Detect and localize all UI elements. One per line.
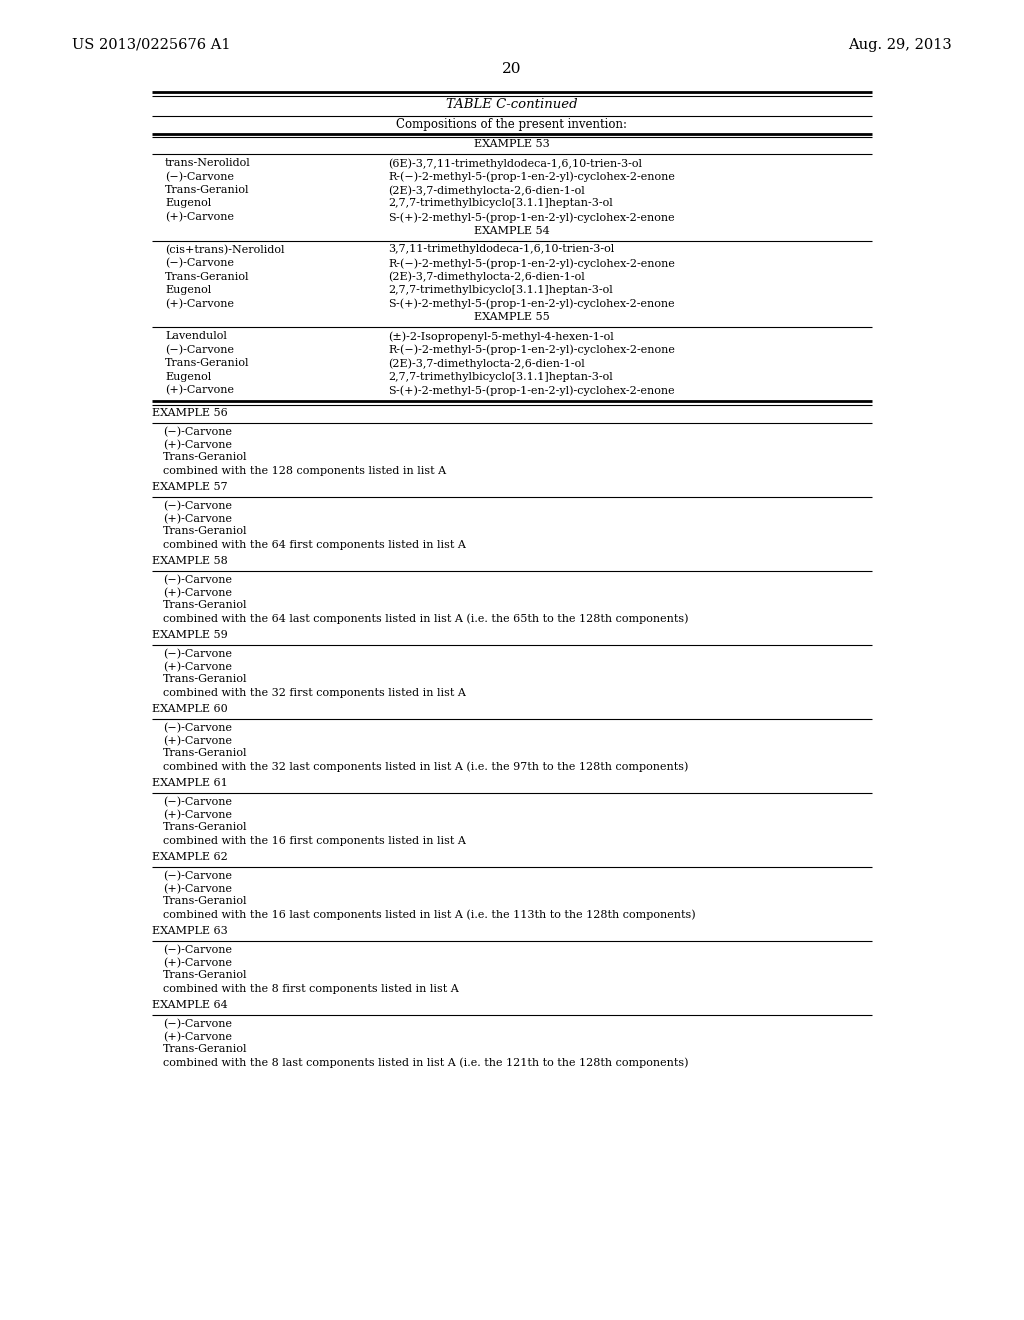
Text: R-(−)-2-methyl-5-(prop-1-en-2-yl)-cyclohex-2-enone: R-(−)-2-methyl-5-(prop-1-en-2-yl)-cycloh… xyxy=(388,345,675,355)
Text: (−)-Carvone: (−)-Carvone xyxy=(163,574,232,585)
Text: EXAMPLE 57: EXAMPLE 57 xyxy=(152,483,227,492)
Text: (+)-Carvone: (+)-Carvone xyxy=(163,587,232,598)
Text: Eugenol: Eugenol xyxy=(165,371,211,381)
Text: EXAMPLE 62: EXAMPLE 62 xyxy=(152,853,227,862)
Text: (2E)-3,7-dimethylocta-2,6-dien-1-ol: (2E)-3,7-dimethylocta-2,6-dien-1-ol xyxy=(388,185,585,195)
Text: EXAMPLE 53: EXAMPLE 53 xyxy=(474,139,550,149)
Text: 3,7,11-trimethyldodeca-1,6,10-trien-3-ol: 3,7,11-trimethyldodeca-1,6,10-trien-3-ol xyxy=(388,244,614,255)
Text: 2,7,7-trimethylbicyclo[3.1.1]heptan-3-ol: 2,7,7-trimethylbicyclo[3.1.1]heptan-3-ol xyxy=(388,371,612,381)
Text: Trans-Geraniol: Trans-Geraniol xyxy=(165,358,250,368)
Text: Trans-Geraniol: Trans-Geraniol xyxy=(163,1044,248,1055)
Text: EXAMPLE 58: EXAMPLE 58 xyxy=(152,557,227,566)
Text: (−)-Carvone: (−)-Carvone xyxy=(163,722,232,733)
Text: (−)-Carvone: (−)-Carvone xyxy=(165,172,234,182)
Text: R-(−)-2-methyl-5-(prop-1-en-2-yl)-cyclohex-2-enone: R-(−)-2-methyl-5-(prop-1-en-2-yl)-cycloh… xyxy=(388,172,675,182)
Text: (+)-Carvone: (+)-Carvone xyxy=(163,735,232,746)
Text: Lavendulol: Lavendulol xyxy=(165,331,227,341)
Text: Trans-Geraniol: Trans-Geraniol xyxy=(163,748,248,759)
Text: (+)-Carvone: (+)-Carvone xyxy=(165,385,234,395)
Text: Trans-Geraniol: Trans-Geraniol xyxy=(163,970,248,981)
Text: combined with the 16 last components listed in list A (i.e. the 113th to the 128: combined with the 16 last components lis… xyxy=(163,909,695,920)
Text: combined with the 32 first components listed in list A: combined with the 32 first components li… xyxy=(163,688,466,697)
Text: Trans-Geraniol: Trans-Geraniol xyxy=(163,527,248,536)
Text: combined with the 8 last components listed in list A (i.e. the 121th to the 128t: combined with the 8 last components list… xyxy=(163,1057,688,1068)
Text: 2,7,7-trimethylbicyclo[3.1.1]heptan-3-ol: 2,7,7-trimethylbicyclo[3.1.1]heptan-3-ol xyxy=(388,198,612,209)
Text: EXAMPLE 61: EXAMPLE 61 xyxy=(152,779,227,788)
Text: (−)-Carvone: (−)-Carvone xyxy=(163,870,232,880)
Text: S-(+)-2-methyl-5-(prop-1-en-2-yl)-cyclohex-2-enone: S-(+)-2-methyl-5-(prop-1-en-2-yl)-cycloh… xyxy=(388,298,675,309)
Text: combined with the 64 first components listed in list A: combined with the 64 first components li… xyxy=(163,540,466,549)
Text: Trans-Geraniol: Trans-Geraniol xyxy=(165,272,250,281)
Text: (−)-Carvone: (−)-Carvone xyxy=(163,796,232,807)
Text: Trans-Geraniol: Trans-Geraniol xyxy=(163,822,248,833)
Text: (−)-Carvone: (−)-Carvone xyxy=(165,257,234,268)
Text: combined with the 16 first components listed in list A: combined with the 16 first components li… xyxy=(163,836,466,846)
Text: (+)-Carvone: (+)-Carvone xyxy=(165,298,234,309)
Text: Trans-Geraniol: Trans-Geraniol xyxy=(165,185,250,195)
Text: EXAMPLE 64: EXAMPLE 64 xyxy=(152,1001,227,1011)
Text: combined with the 32 last components listed in list A (i.e. the 97th to the 128t: combined with the 32 last components lis… xyxy=(163,762,688,772)
Text: combined with the 64 last components listed in list A (i.e. the 65th to the 128t: combined with the 64 last components lis… xyxy=(163,614,688,624)
Text: (+)-Carvone: (+)-Carvone xyxy=(163,440,232,450)
Text: EXAMPLE 60: EXAMPLE 60 xyxy=(152,705,227,714)
Text: S-(+)-2-methyl-5-(prop-1-en-2-yl)-cyclohex-2-enone: S-(+)-2-methyl-5-(prop-1-en-2-yl)-cycloh… xyxy=(388,213,675,223)
Text: EXAMPLE 63: EXAMPLE 63 xyxy=(152,927,227,936)
Text: Eugenol: Eugenol xyxy=(165,285,211,294)
Text: (−)-Carvone: (−)-Carvone xyxy=(163,500,232,511)
Text: (±)-2-Isopropenyl-5-methyl-4-hexen-1-ol: (±)-2-Isopropenyl-5-methyl-4-hexen-1-ol xyxy=(388,331,613,342)
Text: (+)-Carvone: (+)-Carvone xyxy=(163,957,232,968)
Text: Trans-Geraniol: Trans-Geraniol xyxy=(163,896,248,907)
Text: EXAMPLE 55: EXAMPLE 55 xyxy=(474,312,550,322)
Text: (−)-Carvone: (−)-Carvone xyxy=(163,648,232,659)
Text: combined with the 128 components listed in list A: combined with the 128 components listed … xyxy=(163,466,446,475)
Text: trans-Nerolidol: trans-Nerolidol xyxy=(165,158,251,168)
Text: (cis+trans)-Nerolidol: (cis+trans)-Nerolidol xyxy=(165,244,285,255)
Text: EXAMPLE 54: EXAMPLE 54 xyxy=(474,226,550,235)
Text: (2E)-3,7-dimethylocta-2,6-dien-1-ol: (2E)-3,7-dimethylocta-2,6-dien-1-ol xyxy=(388,272,585,282)
Text: (+)-Carvone: (+)-Carvone xyxy=(163,1031,232,1041)
Text: Trans-Geraniol: Trans-Geraniol xyxy=(163,453,248,462)
Text: (−)-Carvone: (−)-Carvone xyxy=(165,345,234,355)
Text: 2,7,7-trimethylbicyclo[3.1.1]heptan-3-ol: 2,7,7-trimethylbicyclo[3.1.1]heptan-3-ol xyxy=(388,285,612,294)
Text: EXAMPLE 56: EXAMPLE 56 xyxy=(152,408,227,418)
Text: Compositions of the present invention:: Compositions of the present invention: xyxy=(396,117,628,131)
Text: (+)-Carvone: (+)-Carvone xyxy=(163,513,232,524)
Text: (−)-Carvone: (−)-Carvone xyxy=(163,426,232,437)
Text: Trans-Geraniol: Trans-Geraniol xyxy=(163,675,248,685)
Text: (6E)-3,7,11-trimethyldodeca-1,6,10-trien-3-ol: (6E)-3,7,11-trimethyldodeca-1,6,10-trien… xyxy=(388,158,642,169)
Text: (−)-Carvone: (−)-Carvone xyxy=(163,1019,232,1028)
Text: Eugenol: Eugenol xyxy=(165,198,211,209)
Text: 20: 20 xyxy=(502,62,522,77)
Text: TABLE C-continued: TABLE C-continued xyxy=(446,98,578,111)
Text: Trans-Geraniol: Trans-Geraniol xyxy=(163,601,248,610)
Text: (+)-Carvone: (+)-Carvone xyxy=(165,213,234,222)
Text: S-(+)-2-methyl-5-(prop-1-en-2-yl)-cyclohex-2-enone: S-(+)-2-methyl-5-(prop-1-en-2-yl)-cycloh… xyxy=(388,385,675,396)
Text: combined with the 8 first components listed in list A: combined with the 8 first components lis… xyxy=(163,983,459,994)
Text: (+)-Carvone: (+)-Carvone xyxy=(163,883,232,894)
Text: Aug. 29, 2013: Aug. 29, 2013 xyxy=(848,38,952,51)
Text: R-(−)-2-methyl-5-(prop-1-en-2-yl)-cyclohex-2-enone: R-(−)-2-methyl-5-(prop-1-en-2-yl)-cycloh… xyxy=(388,257,675,268)
Text: (+)-Carvone: (+)-Carvone xyxy=(163,661,232,672)
Text: (−)-Carvone: (−)-Carvone xyxy=(163,945,232,954)
Text: US 2013/0225676 A1: US 2013/0225676 A1 xyxy=(72,38,230,51)
Text: (2E)-3,7-dimethylocta-2,6-dien-1-ol: (2E)-3,7-dimethylocta-2,6-dien-1-ol xyxy=(388,358,585,368)
Text: EXAMPLE 59: EXAMPLE 59 xyxy=(152,631,227,640)
Text: (+)-Carvone: (+)-Carvone xyxy=(163,809,232,820)
